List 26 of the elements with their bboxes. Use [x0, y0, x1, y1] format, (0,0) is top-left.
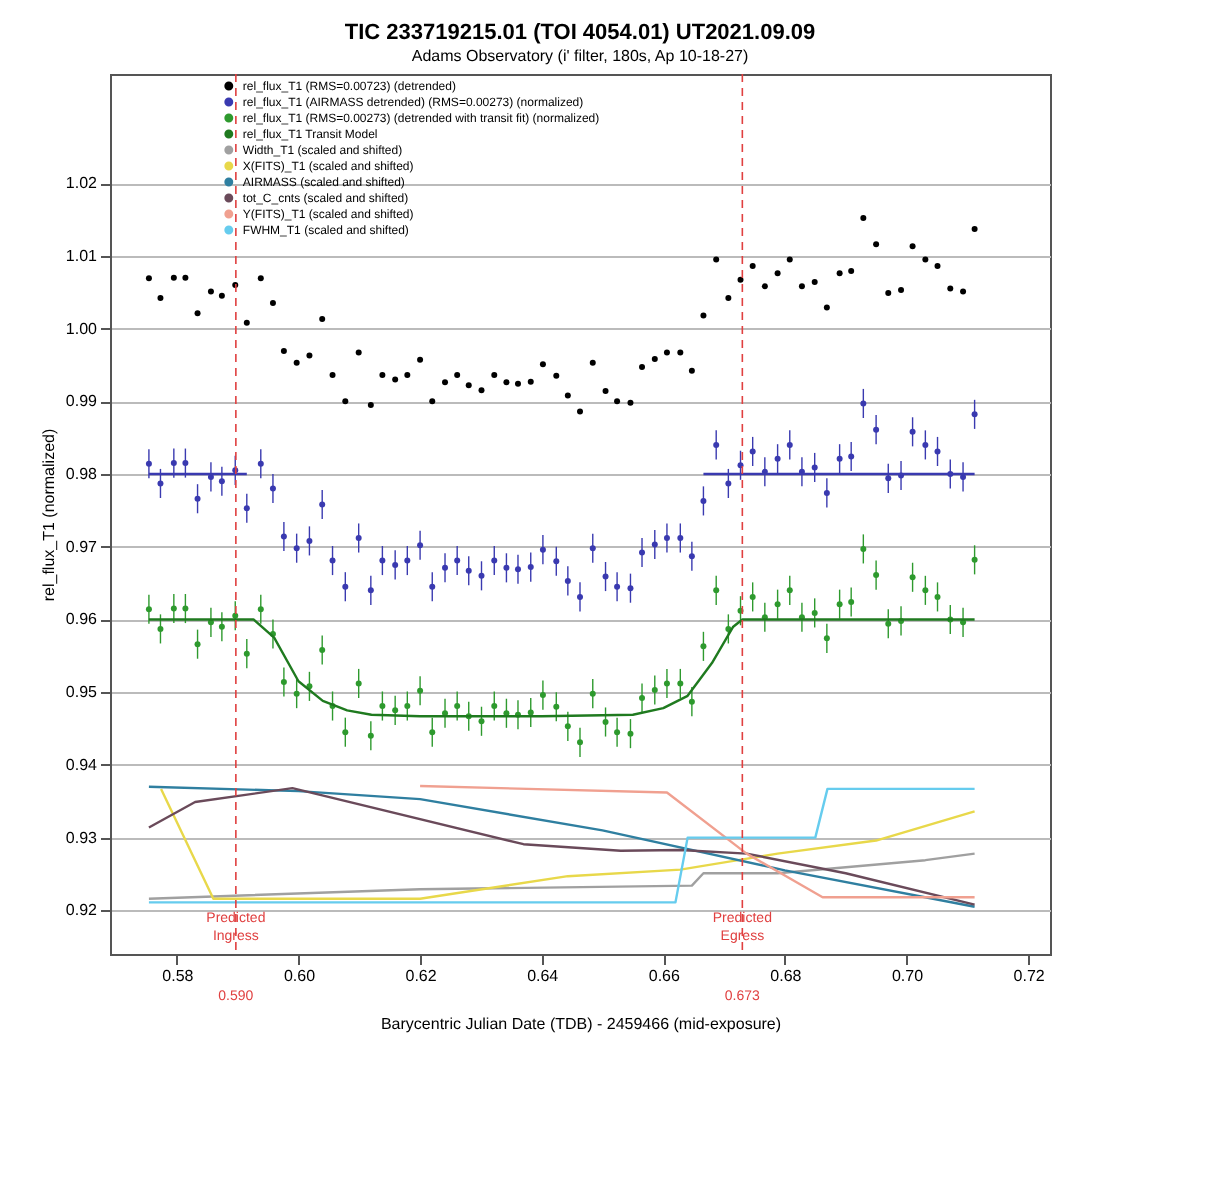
line-series	[147, 852, 976, 900]
line-series	[147, 618, 976, 718]
y-tick-label: 0.96	[65, 610, 99, 629]
y-tick-label: 1.02	[65, 174, 99, 193]
chart-subtitle: Adams Observatory (i' filter, 180s, Ap 10-18-27)	[411, 47, 749, 66]
y-tick-label: 0.93	[65, 828, 99, 847]
x-tick-label: 0.64	[527, 967, 560, 985]
y-tick-label: 1.00	[65, 319, 99, 338]
y-tick-label: 0.92	[65, 901, 99, 920]
x-tick-label: 0.72	[1013, 967, 1046, 985]
x-tick-label: 0.58	[162, 967, 195, 985]
y-tick-label: 0.98	[65, 465, 99, 483]
line-series	[418, 784, 976, 899]
y-tick-label: 0.94	[65, 755, 99, 774]
x-tick-label: 0.68	[770, 967, 803, 985]
y-tick-label: 0.97	[65, 537, 99, 556]
x-tick-label: 0.70	[891, 967, 925, 985]
x-tick-label: 0.60	[283, 967, 317, 985]
y-tick-label: 1.01	[65, 246, 99, 265]
chart-title: TIC 233719215.01 (TOI 4054.01) UT2021.09.09	[344, 21, 816, 46]
x-axis-title: Barycentric Julian Date (TDB) - 2459466 (mid-exposure)	[380, 1015, 782, 1033]
y-tick-label: 0.95	[65, 683, 99, 702]
y-axis-title: rel_flux_T1 (normalized)	[39, 428, 58, 602]
x-tick-label: 0.66	[648, 967, 681, 985]
y-tick-label: 0.99	[65, 392, 99, 411]
x-tick-label: 0.62	[405, 967, 438, 985]
